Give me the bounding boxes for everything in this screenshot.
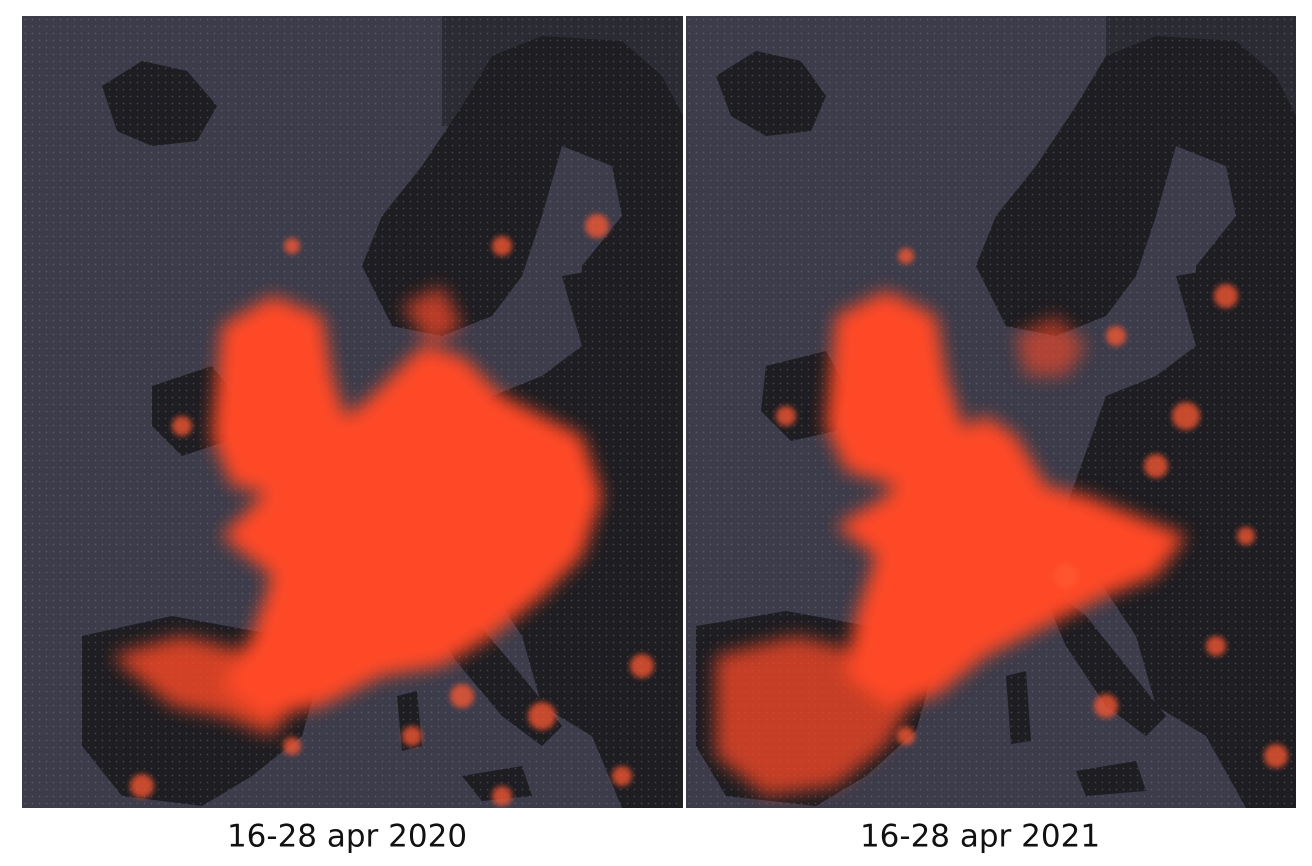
hotspot xyxy=(776,406,796,426)
hotspot xyxy=(172,416,192,436)
land-shape xyxy=(836,416,1186,706)
hotspot xyxy=(1106,326,1126,346)
land-shape xyxy=(1016,316,1086,376)
hotspot xyxy=(492,786,512,806)
hotspot xyxy=(450,684,474,708)
hotspot-layer xyxy=(130,214,654,806)
land-shape xyxy=(222,346,602,716)
hotspot xyxy=(1237,527,1255,545)
hotspot xyxy=(898,248,914,264)
land-shape xyxy=(716,636,916,796)
hotspot-layer xyxy=(112,286,602,736)
hotspot-layer xyxy=(776,248,1288,768)
map-panel xyxy=(686,16,1296,808)
map-panel xyxy=(22,16,683,808)
hotspot xyxy=(528,702,556,730)
hotspot xyxy=(283,737,301,755)
caption: 16-28 apr 2020 xyxy=(227,819,467,855)
hotspot xyxy=(1094,694,1118,718)
hotspot xyxy=(130,774,154,798)
hotspot xyxy=(1054,564,1078,588)
hotspot xyxy=(284,238,300,254)
hotspot xyxy=(630,654,654,678)
hotspot-layer xyxy=(716,291,1186,796)
land-shape xyxy=(112,636,302,736)
land-shape xyxy=(402,286,462,346)
hotspot xyxy=(585,214,609,238)
hotspot xyxy=(897,727,915,745)
hotspot xyxy=(492,236,512,256)
land-shape xyxy=(826,291,966,486)
hotspot xyxy=(402,726,422,746)
hotspot xyxy=(1264,744,1288,768)
hotspot xyxy=(1144,454,1168,478)
hotspot xyxy=(1172,402,1200,430)
hotspot xyxy=(612,766,632,786)
caption: 16-28 apr 2021 xyxy=(860,819,1100,855)
hotspot xyxy=(1206,636,1226,656)
hotspot xyxy=(1214,284,1238,308)
